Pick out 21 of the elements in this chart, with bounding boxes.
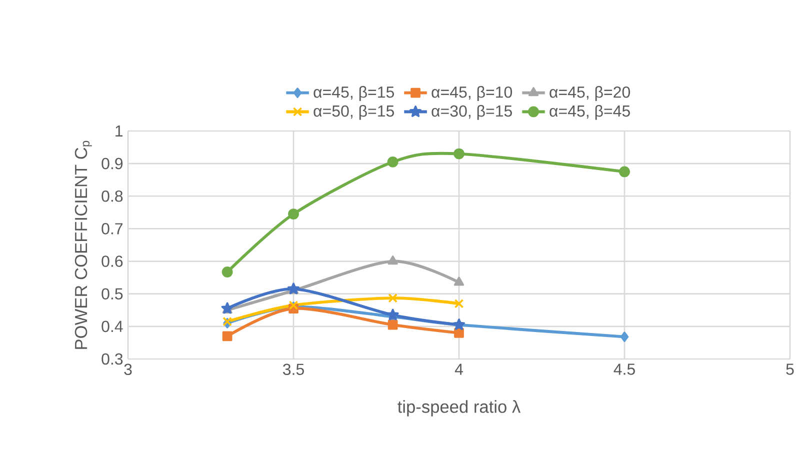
- x-tick-label: 3: [124, 364, 132, 376]
- y-tick-label: 0.9: [102, 158, 123, 170]
- x-tick-label: 4: [454, 364, 463, 375]
- x-axis-title: tip-speed ratio λ: [398, 400, 520, 416]
- y-tick-label: 0.5: [102, 288, 123, 300]
- y-tick-label: 1: [116, 126, 123, 137]
- legend-label: α=45, β=45: [550, 104, 630, 120]
- x-tick-label: 3.5: [282, 364, 304, 376]
- y-tick-label: 0.8: [102, 190, 123, 202]
- y-tick-label: 0.7: [102, 223, 122, 234]
- legend-label: α=45, β=20: [550, 86, 630, 101]
- y-tick-label: 0.4: [102, 320, 123, 332]
- y-tick-label: 0.3: [102, 353, 123, 365]
- legend-label: α=50, β=15: [314, 104, 394, 120]
- legend-label: α=30, β=15: [432, 104, 512, 120]
- legend-label: α=45, β=15: [314, 86, 394, 101]
- x-tick-label: 4.5: [614, 364, 635, 375]
- y-tick-label: 0.6: [102, 256, 123, 267]
- y-axis-title: POWER COEFFICIENT C$_{p}$: [74, 140, 92, 349]
- x-tick-label: 5: [786, 364, 794, 375]
- legend-label: α=45, β=10: [432, 86, 512, 101]
